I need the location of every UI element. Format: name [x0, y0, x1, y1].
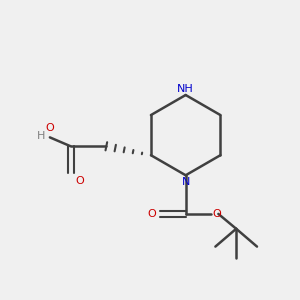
Text: O: O [147, 209, 156, 219]
Text: O: O [46, 123, 54, 133]
Text: H: H [37, 131, 45, 141]
Text: O: O [75, 176, 84, 186]
Text: O: O [212, 209, 221, 219]
Text: NH: NH [177, 83, 194, 94]
Text: N: N [182, 177, 190, 187]
